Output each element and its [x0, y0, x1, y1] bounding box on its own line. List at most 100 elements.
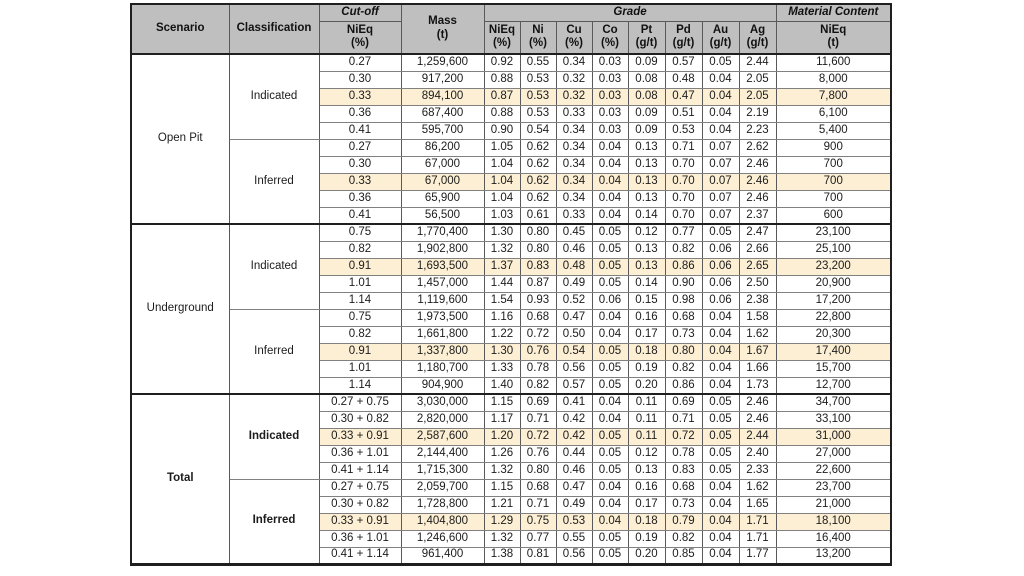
grade-cell-cu: 0.32	[555, 70, 593, 89]
mass-cell: 1,457,000	[400, 274, 485, 293]
grade-cell-au: 0.06	[701, 240, 740, 259]
grade-cell-pd: 0.68	[664, 308, 703, 327]
grade-cell-co: 0.06	[591, 291, 629, 310]
grade-cell-nieq: 1.38	[483, 546, 521, 565]
grade-cell-pd: 0.71	[664, 138, 703, 157]
table-row: 0.41 + 1.14 1,715,300 1.32 0.80 0.46 0.05 0.13…	[131, 461, 892, 480]
grade-cell-au: 0.06	[701, 257, 740, 276]
mass-cell: 2,144,400	[400, 444, 485, 463]
material-content-cell: 16,400	[775, 529, 892, 548]
table-row: 0.36 687,400 0.88 0.53 0.33 0.03 0.09 0.51 0.04 2…	[131, 104, 892, 123]
mass-unit: (t)	[436, 29, 449, 41]
grade-cell-cu: 0.41	[555, 393, 593, 412]
grade-cell-au: 0.05	[701, 223, 740, 242]
grade-cell-cu: 0.34	[555, 155, 593, 174]
material-content-cell: 17,200	[775, 291, 892, 310]
cutoff-cell: 0.27 + 0.75	[318, 393, 402, 412]
grade-cell-pt: 0.19	[627, 359, 666, 378]
header-group-row: Scenario Classification Cut-off Mass (t) …	[130, 3, 892, 55]
material-content-cell: 900	[775, 138, 892, 157]
classification-cell: Indicated	[228, 393, 320, 480]
mass-cell: 1,337,800	[400, 342, 485, 361]
cutoff-symbol: NiEq	[346, 23, 374, 36]
mass-cell: 67,000	[400, 172, 485, 191]
grade-cell-ag: 2.46	[738, 189, 777, 208]
grade-cell-nieq: 1.32	[483, 240, 521, 259]
grade-cell-nieq: 0.88	[483, 104, 521, 123]
material-symbol: NiEq	[820, 23, 847, 36]
grade-cell-cu: 0.49	[555, 274, 593, 293]
grade-cell-pd: 0.85	[664, 546, 703, 565]
grade-cell-ag: 1.62	[738, 478, 777, 497]
grade-cell-ni: 0.62	[519, 155, 557, 174]
grade-cell-co: 0.04	[591, 410, 629, 429]
grade-symbol: Ni	[532, 23, 544, 36]
grade-cell-co: 0.04	[591, 189, 629, 208]
grade-cell-co: 0.03	[591, 53, 629, 72]
grade-cell-ni: 0.62	[519, 138, 557, 157]
grade-col-header-ag: Ag (g/t)	[738, 20, 777, 55]
grade-col-header-ni: Ni (%)	[519, 20, 557, 55]
grade-cell-co: 0.03	[591, 121, 629, 140]
grade-cell-co: 0.05	[591, 529, 629, 548]
cutoff-cell: 0.30	[318, 70, 402, 89]
grade-cell-ni: 0.61	[519, 206, 557, 225]
table-row: 0.41 + 1.14 961,400 1.38 0.81 0.56 0.05 0.20 0.…	[131, 546, 892, 565]
grade-cell-ni: 0.55	[519, 53, 557, 72]
grade-cell-ni: 0.69	[519, 393, 557, 412]
grade-cell-co: 0.05	[591, 359, 629, 378]
material-content-cell: 23,700	[775, 478, 892, 497]
grade-cell-nieq: 0.90	[483, 121, 521, 140]
grade-unit: (g/t)	[746, 37, 769, 50]
grade-cell-pt: 0.13	[627, 138, 666, 157]
grade-cell-pt: 0.17	[627, 325, 666, 344]
grade-cell-ag: 1.65	[738, 495, 777, 514]
grade-cell-ni: 0.82	[519, 376, 557, 395]
material-content-cell: 15,700	[775, 359, 892, 378]
grade-cell-cu: 0.47	[555, 478, 593, 497]
grade-cell-nieq: 1.30	[483, 223, 521, 242]
material-content-cell: 31,000	[775, 427, 892, 446]
grade-unit: (%)	[601, 37, 619, 50]
grade-cell-pt: 0.18	[627, 512, 666, 531]
cutoff-cell: 0.75	[318, 308, 402, 327]
grade-cell-pt: 0.09	[627, 104, 666, 123]
material-content-cell: 8,000	[775, 70, 892, 89]
grade-cell-ag: 2.40	[738, 444, 777, 463]
grade-cell-pt: 0.13	[627, 240, 666, 259]
grade-cell-cu: 0.33	[555, 206, 593, 225]
grade-cell-ni: 0.78	[519, 359, 557, 378]
grade-cell-ni: 0.53	[519, 104, 557, 123]
cutoff-cell: 0.91	[318, 257, 402, 276]
grade-cell-pd: 0.82	[664, 240, 703, 259]
grade-cell-nieq: 1.26	[483, 444, 521, 463]
table-row: 0.30 + 0.82 2,820,000 1.17 0.71 0.42 0.04 0.11…	[131, 410, 892, 429]
table-row: 0.30 917,200 0.88 0.53 0.32 0.03 0.08 0.48 0.04 2…	[131, 70, 892, 89]
mass-cell: 687,400	[400, 104, 485, 123]
scenario-column-header: Scenario	[130, 3, 230, 55]
grade-cell-ag: 1.66	[738, 359, 777, 378]
classification-cell: Indicated	[228, 53, 320, 140]
grade-cell-ni: 0.71	[519, 410, 557, 429]
grade-cell-pt: 0.13	[627, 155, 666, 174]
table-row: 0.30 + 0.82 1,728,800 1.21 0.71 0.49 0.04 0.17…	[131, 495, 892, 514]
grade-cell-ag: 2.33	[738, 461, 777, 480]
grade-cell-pd: 0.78	[664, 444, 703, 463]
grade-cell-pd: 0.82	[664, 359, 703, 378]
grade-cell-pd: 0.48	[664, 70, 703, 89]
grade-cell-pd: 0.47	[664, 87, 703, 106]
grade-cell-cu: 0.34	[555, 53, 593, 72]
grade-symbol: Co	[602, 23, 618, 36]
classification-cell: Inferred	[228, 308, 320, 395]
grade-cell-cu: 0.32	[555, 87, 593, 106]
grade-cell-pt: 0.18	[627, 342, 666, 361]
mineral-resource-table: Scenario Classification Cut-off Mass (t) …	[130, 3, 892, 566]
grade-cell-cu: 0.45	[555, 223, 593, 242]
grade-cell-pd: 0.71	[664, 410, 703, 429]
grade-cell-pt: 0.14	[627, 274, 666, 293]
grade-cell-co: 0.05	[591, 546, 629, 565]
mass-cell: 1,246,600	[400, 529, 485, 548]
grade-cell-nieq: 0.88	[483, 70, 521, 89]
grade-cell-nieq: 1.29	[483, 512, 521, 531]
